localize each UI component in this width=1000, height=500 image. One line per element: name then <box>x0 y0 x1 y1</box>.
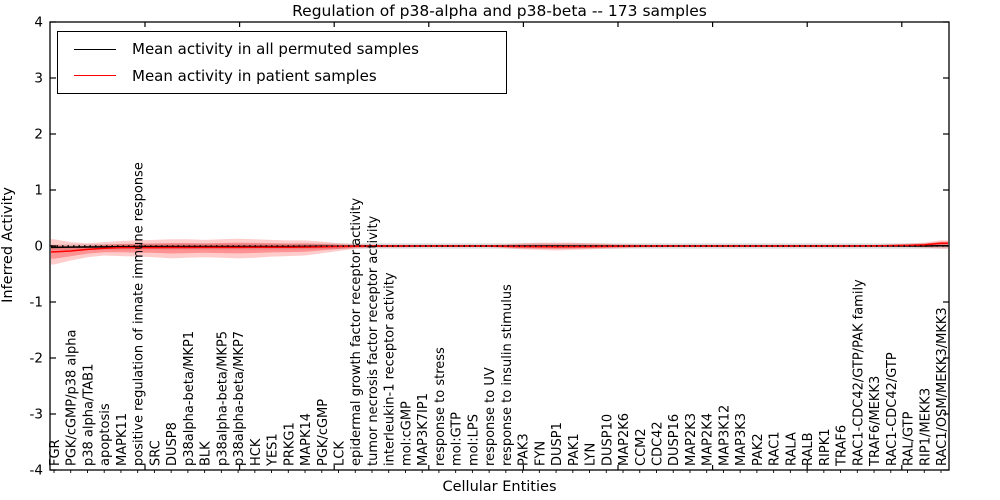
x-category-label: DUSP10 <box>600 414 615 466</box>
plot-frame <box>49 21 950 471</box>
x-category-label: MAP2K3 <box>684 413 699 466</box>
x-category-label: positive regulation of innate immune res… <box>132 162 147 466</box>
x-category-label: DUSP16 <box>667 414 682 466</box>
x-category-label: RIP1/MEKK3 <box>918 388 933 466</box>
x-category-label: MAP3K12 <box>717 405 732 466</box>
x-category-label: TRAF6 <box>835 425 850 467</box>
x-category-label: CDC42 <box>651 421 666 466</box>
x-axis-label: Cellular Entities <box>442 479 557 495</box>
x-category-label: mol:GTP <box>450 412 465 466</box>
x-category-label: DUSP8 <box>165 422 180 466</box>
x-category-label: p38alpha-beta/MKP5 <box>215 331 230 466</box>
x-category-label: PGK/cGMP <box>316 399 331 466</box>
x-category-label: FYN <box>533 441 548 466</box>
patient-band-outer <box>51 238 948 265</box>
legend-label: Mean activity in patient samples <box>132 66 377 85</box>
x-category-label: RAC1-CDC42/GTP <box>885 352 900 466</box>
legend: Mean activity in all permuted samples Me… <box>57 31 507 94</box>
x-category-label: epidermal growth factor receptor activit… <box>349 198 364 466</box>
x-category-label: PAK1 <box>567 433 582 466</box>
legend-line-sample-red <box>74 75 116 77</box>
x-category-label: PGK/cGMP/p38 alpha <box>65 330 80 466</box>
x-category-label: RAL/GTP <box>902 411 917 466</box>
x-category-label: p38alpha-beta/MKP1 <box>182 331 197 466</box>
x-category-label: FGR <box>48 439 63 466</box>
x-category-label: RALB <box>801 432 816 466</box>
x-category-label: MAPK14 <box>299 413 314 466</box>
x-category-label: apoptosis <box>98 403 113 466</box>
x-category-label: SRC <box>148 440 163 466</box>
x-category-label: response to UV <box>483 367 498 466</box>
x-category-label: mol:cGMP <box>400 401 415 466</box>
chart-title: Regulation of p38-alpha and p38-beta -- … <box>292 2 707 20</box>
y-tick-label: -3 <box>30 407 43 423</box>
y-tick-label: 1 <box>34 183 43 199</box>
y-tick-label: 3 <box>34 71 43 87</box>
y-axis-label: Inferred Activity <box>0 187 16 303</box>
x-category-label: RAC1/OSM/MEKK3/MKK3 <box>935 307 950 466</box>
x-category-label: MAP2K6 <box>617 413 632 466</box>
x-category-label: PAK3 <box>517 433 532 466</box>
legend-label: Mean activity in all permuted samples <box>132 40 419 59</box>
x-category-label: interleukin-1 receptor activity <box>383 272 398 466</box>
x-category-label: DUSP1 <box>550 422 565 466</box>
x-category-label: LCK <box>333 441 348 466</box>
y-tick-label: 2 <box>34 127 43 143</box>
x-category-label: PAK2 <box>751 433 766 466</box>
x-category-label: HCK <box>249 438 264 466</box>
y-tick-label: 4 <box>34 15 43 31</box>
y-tick-label: -2 <box>30 351 43 367</box>
x-category-label: LYN <box>584 443 599 466</box>
x-category-label: response to insulin stimulus <box>500 284 515 466</box>
x-category-label: YES1 <box>266 433 281 467</box>
x-category-label: CCM2 <box>634 428 649 466</box>
x-category-label: RALA <box>784 432 799 466</box>
x-category-label: p38alpha-beta/MKP7 <box>232 331 247 466</box>
x-category-label: mol:LPS <box>466 414 481 466</box>
legend-entry-patient: Mean activity in patient samples <box>58 63 506 89</box>
x-category-label: MAP3K3 <box>734 413 749 466</box>
y-tick-label: -4 <box>30 463 43 479</box>
x-category-label: MAP2K4 <box>701 413 716 466</box>
x-category-label: RAC1 <box>768 431 783 466</box>
x-category-label: BLK <box>199 441 214 466</box>
x-category-label: TRAF6/MEKK3 <box>868 376 883 467</box>
x-category-label: response to stress <box>433 347 448 466</box>
x-category-label: tumor necrosis factor receptor activity <box>366 215 381 466</box>
x-category-label: p38 alpha/TAB1 <box>82 364 97 466</box>
x-category-label: MAP3K7IP1 <box>416 393 431 466</box>
x-category-label: RIPK1 <box>818 428 833 466</box>
y-tick-label: -1 <box>30 295 43 311</box>
x-category-label: PRKG1 <box>282 422 297 466</box>
y-tick-label: 0 <box>34 239 43 255</box>
x-category-label: MAPK11 <box>115 413 130 466</box>
legend-entry-permuted: Mean activity in all permuted samples <box>58 36 506 62</box>
x-category-label: RAC1-CDC42/GTP/PAK family <box>851 279 866 466</box>
legend-line-sample-black <box>74 48 116 50</box>
